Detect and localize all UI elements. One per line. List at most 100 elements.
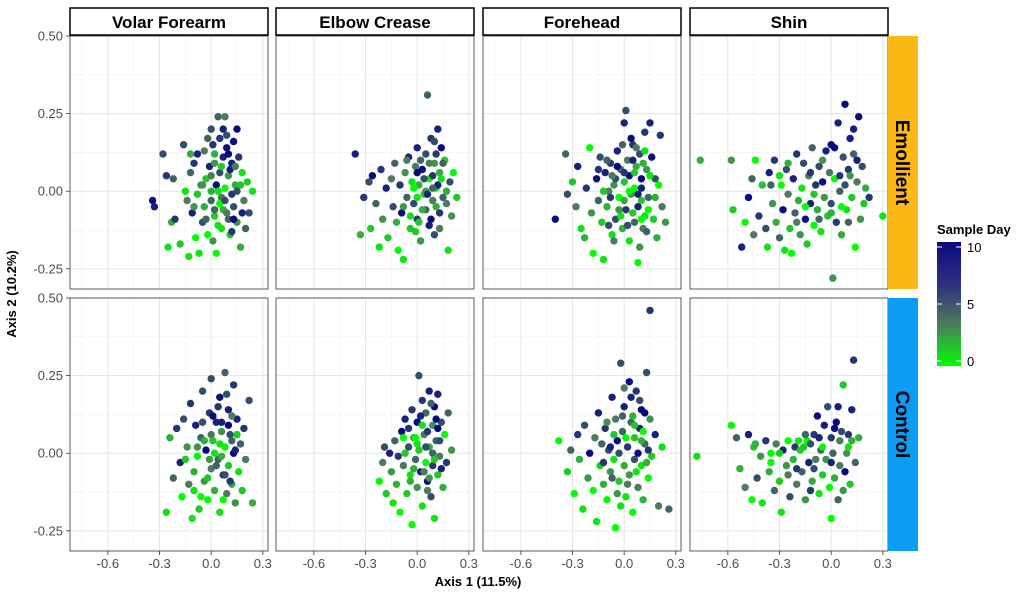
data-point [416, 237, 425, 245]
data-point [398, 427, 406, 436]
panel-0-0 [69, 35, 269, 290]
data-point [843, 449, 851, 457]
column-strip-0: Volar Forearm [69, 7, 269, 36]
data-point [434, 424, 442, 433]
data-point [820, 193, 828, 202]
data-point [432, 415, 440, 423]
data-point [601, 168, 609, 177]
panel-0-2 [482, 35, 682, 290]
panel-border [69, 297, 269, 552]
data-point [810, 190, 818, 198]
data-point [610, 181, 618, 189]
x-tick-label: -0.3 [148, 556, 170, 571]
data-point [810, 221, 818, 230]
data-point [606, 468, 615, 476]
data-point [617, 359, 625, 367]
data-point [377, 165, 385, 174]
column-strip-3: Shin [689, 7, 889, 36]
data-point [617, 502, 625, 510]
data-point [592, 175, 601, 183]
data-point [195, 249, 203, 257]
data-point [404, 443, 413, 451]
data-point [815, 434, 823, 442]
data-point [411, 455, 420, 464]
data-point [824, 403, 832, 411]
data-point [767, 449, 775, 457]
panels-layer [69, 35, 889, 552]
panel-border [69, 35, 269, 290]
data-point [240, 424, 248, 433]
data-point [644, 206, 652, 214]
data-point [589, 486, 597, 495]
data-point [610, 237, 618, 245]
data-point [825, 168, 834, 177]
row-strip-label: Control [891, 391, 912, 459]
data-point [408, 520, 416, 529]
data-point [748, 175, 756, 183]
data-point [181, 455, 190, 464]
panel-background [70, 298, 268, 551]
data-point [789, 175, 797, 183]
data-point [195, 505, 203, 513]
data-point [789, 455, 797, 464]
data-point [762, 437, 770, 445]
y-tick-label: 0.00 [38, 446, 63, 461]
data-point [580, 421, 589, 429]
data-point [420, 468, 428, 476]
data-point [442, 458, 451, 467]
data-point [827, 209, 835, 217]
data-point [416, 156, 425, 164]
data-point [401, 168, 409, 177]
data-point [406, 212, 414, 220]
data-point [422, 150, 430, 158]
data-point [767, 458, 775, 467]
data-point [622, 206, 630, 214]
data-point [646, 119, 654, 127]
data-point [221, 184, 229, 192]
data-point [159, 150, 167, 158]
data-point [233, 187, 241, 195]
data-point [762, 224, 770, 233]
panel-border [275, 35, 475, 290]
data-point [214, 187, 222, 195]
data-point [212, 249, 220, 257]
data-point [642, 227, 651, 236]
data-point [416, 412, 425, 420]
data-point [794, 437, 803, 445]
data-point [418, 206, 426, 214]
data-point [224, 172, 233, 180]
data-point [430, 455, 439, 464]
data-point [791, 209, 799, 217]
data-point [818, 178, 827, 186]
data-point [629, 156, 637, 164]
data-point [229, 137, 238, 146]
data-point [186, 150, 195, 158]
data-point [226, 477, 234, 485]
panel-points-0-3 [696, 100, 887, 282]
data-point [817, 227, 825, 236]
data-point [418, 502, 426, 510]
data-point [233, 430, 241, 439]
data-point [639, 159, 647, 167]
data-point [207, 196, 215, 205]
data-point [630, 218, 639, 226]
data-point [787, 249, 796, 257]
x-tick-label: -0.3 [354, 556, 376, 571]
data-point [387, 468, 396, 476]
data-point [422, 458, 430, 467]
data-point [849, 150, 858, 158]
data-point [620, 196, 628, 205]
data-point [231, 181, 239, 189]
data-point [763, 243, 772, 251]
data-point [623, 221, 632, 230]
data-point [231, 162, 239, 171]
y-axis-title: Axis 2 (10.2%) [4, 250, 19, 337]
data-point [879, 212, 887, 220]
data-point [185, 480, 193, 488]
data-point [620, 403, 628, 411]
data-point [387, 175, 396, 183]
data-point [639, 496, 647, 504]
data-point [632, 387, 640, 395]
data-point [441, 430, 449, 439]
data-point [586, 144, 594, 152]
